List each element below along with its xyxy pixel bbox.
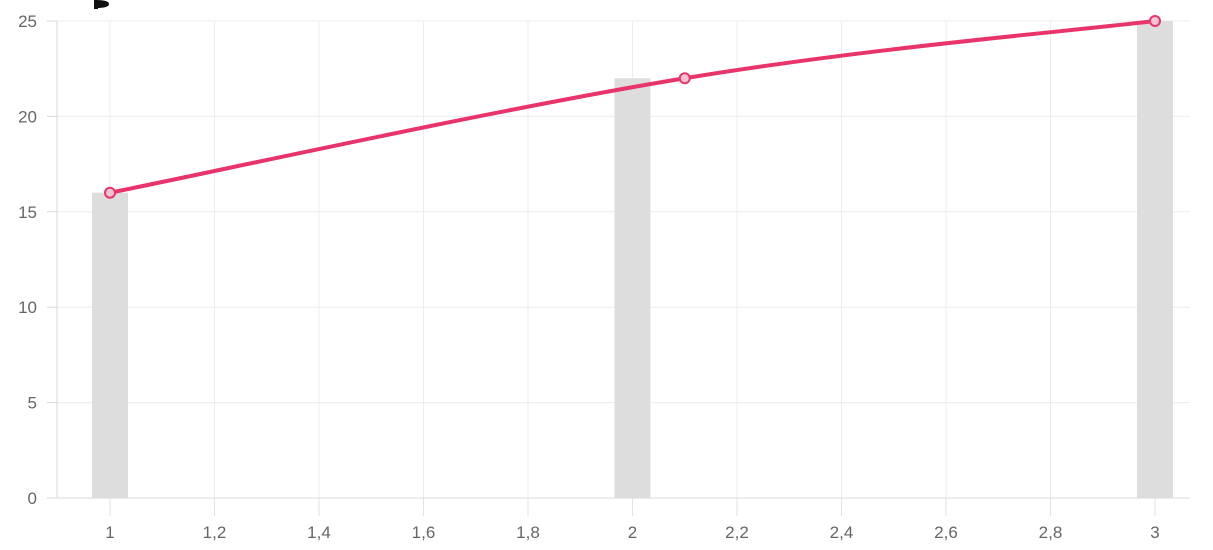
series-line (108, 19, 1157, 195)
y-tick-label: 20 (18, 107, 37, 126)
axis-layer (47, 20, 1190, 516)
y-tick-label: 25 (18, 12, 37, 31)
y-tick-label: 5 (28, 394, 37, 413)
x-tick-label: 2,8 (1039, 523, 1063, 542)
bar (1137, 21, 1173, 498)
y-tick-label: 10 (18, 298, 37, 317)
line-layer (108, 19, 1157, 195)
point-layer (104, 15, 1161, 199)
x-tick-label: 1,2 (203, 523, 227, 542)
y-tick-label: 15 (18, 203, 37, 222)
clipped-title-glyph (94, 0, 109, 9)
x-tick-label: 2 (628, 523, 637, 542)
line-point (1149, 15, 1161, 27)
x-tick-label: 2,6 (934, 523, 958, 542)
y-tick-label: 0 (28, 489, 37, 508)
x-tick-label: 1,4 (307, 523, 331, 542)
label-layer: 1 1,2 1,4 1,6 1,8 2 2,2 2,4 2,6 2,8 3 0 5 10 15 20 25 (18, 12, 1160, 542)
x-tick-label: 1,6 (412, 523, 436, 542)
bar-layer (92, 21, 1173, 499)
line-point (104, 186, 116, 199)
x-tick-label: 2,4 (830, 523, 854, 542)
clipped-title-fragment (92, 0, 118, 9)
x-tick-label: 1 (105, 523, 114, 542)
line-point (678, 72, 691, 85)
bar (614, 78, 651, 499)
x-tick-label: 1,8 (516, 523, 540, 542)
bar (92, 192, 128, 498)
x-tick-label: 2,2 (725, 523, 749, 542)
x-tick-label: 3 (1150, 523, 1159, 542)
